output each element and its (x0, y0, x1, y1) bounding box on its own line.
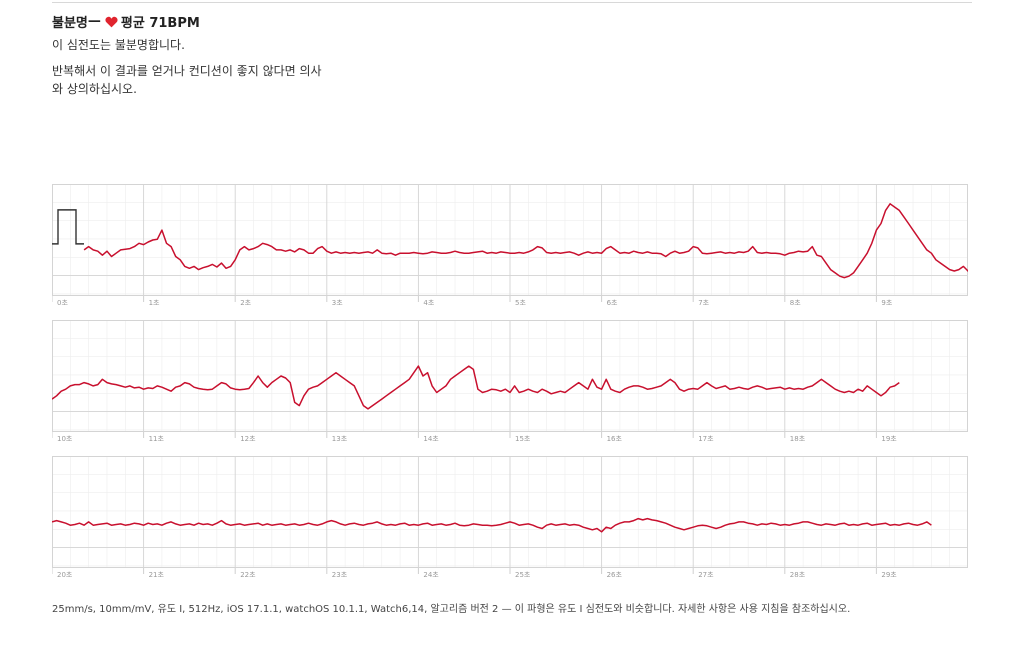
tick-label: 21초 (149, 571, 165, 579)
ecg-result-title: 불분명 — 평균 71BPM (52, 12, 200, 31)
tick-label: 10초 (57, 435, 73, 443)
ecg-strip-1: 0초 1초 2초 3초 4초 5초 6초 7초 8초 9초 (52, 184, 968, 309)
tick-label: 24초 (423, 571, 439, 579)
ecg-strip-3-chart: 20초 21초 22초 23초 24초 25초 26초 27초 28초 29초 (52, 456, 968, 579)
tick-label: 25초 (515, 571, 531, 579)
tick-label: 14초 (423, 435, 439, 443)
tick-label: 15초 (515, 435, 531, 443)
major-grid (52, 456, 968, 568)
tick-label: 2초 (240, 299, 251, 307)
tick-label: 29초 (881, 571, 897, 579)
tick-label: 0초 (57, 299, 68, 307)
tick-label: 9초 (881, 299, 892, 307)
tick-label: 17초 (698, 435, 714, 443)
result-advice: 반복해서 이 결과를 얻거나 컨디션이 좋지 않다면 의사와 상의하십시오. (52, 64, 322, 96)
plot-border (52, 456, 968, 568)
ecg-strip-3: 20초 21초 22초 23초 24초 25초 26초 27초 28초 29초 (52, 456, 968, 581)
tick-label: 28초 (790, 571, 806, 579)
tick-label: 20초 (57, 571, 73, 579)
major-grid (52, 184, 968, 296)
classification-label: 불분명 (52, 16, 88, 31)
tick-label: 8초 (790, 299, 801, 307)
title-dash: — (87, 14, 101, 29)
tick-label: 18초 (790, 435, 806, 443)
major-grid (52, 320, 968, 432)
tick-label: 27초 (698, 571, 714, 579)
recording-info: 25mm/s, 10mm/mV, 유도 I, 512Hz, iOS 17.1.1… (52, 604, 851, 615)
plot-border (52, 320, 968, 432)
ecg-trace-line (83, 203, 968, 279)
tick-label: 12초 (240, 435, 256, 443)
average-bpm: 평균 71BPM (120, 16, 200, 31)
ecg-trace-line (52, 517, 932, 533)
tick-label: 23초 (332, 571, 348, 579)
tick-label: 16초 (607, 435, 623, 443)
ecg-strip-1-chart: 0초 1초 2초 3초 4초 5초 6초 7초 8초 9초 (52, 184, 968, 307)
tick-label: 13초 (332, 435, 348, 443)
tick-label: 7초 (698, 299, 709, 307)
tick-label: 26초 (607, 571, 623, 579)
plot-border (52, 184, 968, 296)
result-description: 이 심전도는 불분명합니다. (52, 38, 185, 52)
tick-label: 5초 (515, 299, 526, 307)
tick-label: 6초 (607, 299, 618, 307)
ecg-trace-line (52, 365, 900, 410)
tick-label: 4초 (423, 299, 434, 307)
tick-label: 19초 (881, 435, 897, 443)
tick-label: 11초 (149, 435, 165, 443)
tick-label: 1초 (149, 299, 160, 307)
top-divider (52, 2, 972, 3)
ecg-strip-2-chart: 10초 11초 12초 13초 14초 15초 16초 17초 18초 19초 (52, 320, 968, 443)
ecg-strip-2: 10초 11초 12초 13초 14초 15초 16초 17초 18초 19초 (52, 320, 968, 445)
tick-label: 22초 (240, 571, 256, 579)
calibration-pulse (52, 209, 84, 245)
heart-icon (105, 16, 118, 27)
tick-label: 3초 (332, 299, 343, 307)
